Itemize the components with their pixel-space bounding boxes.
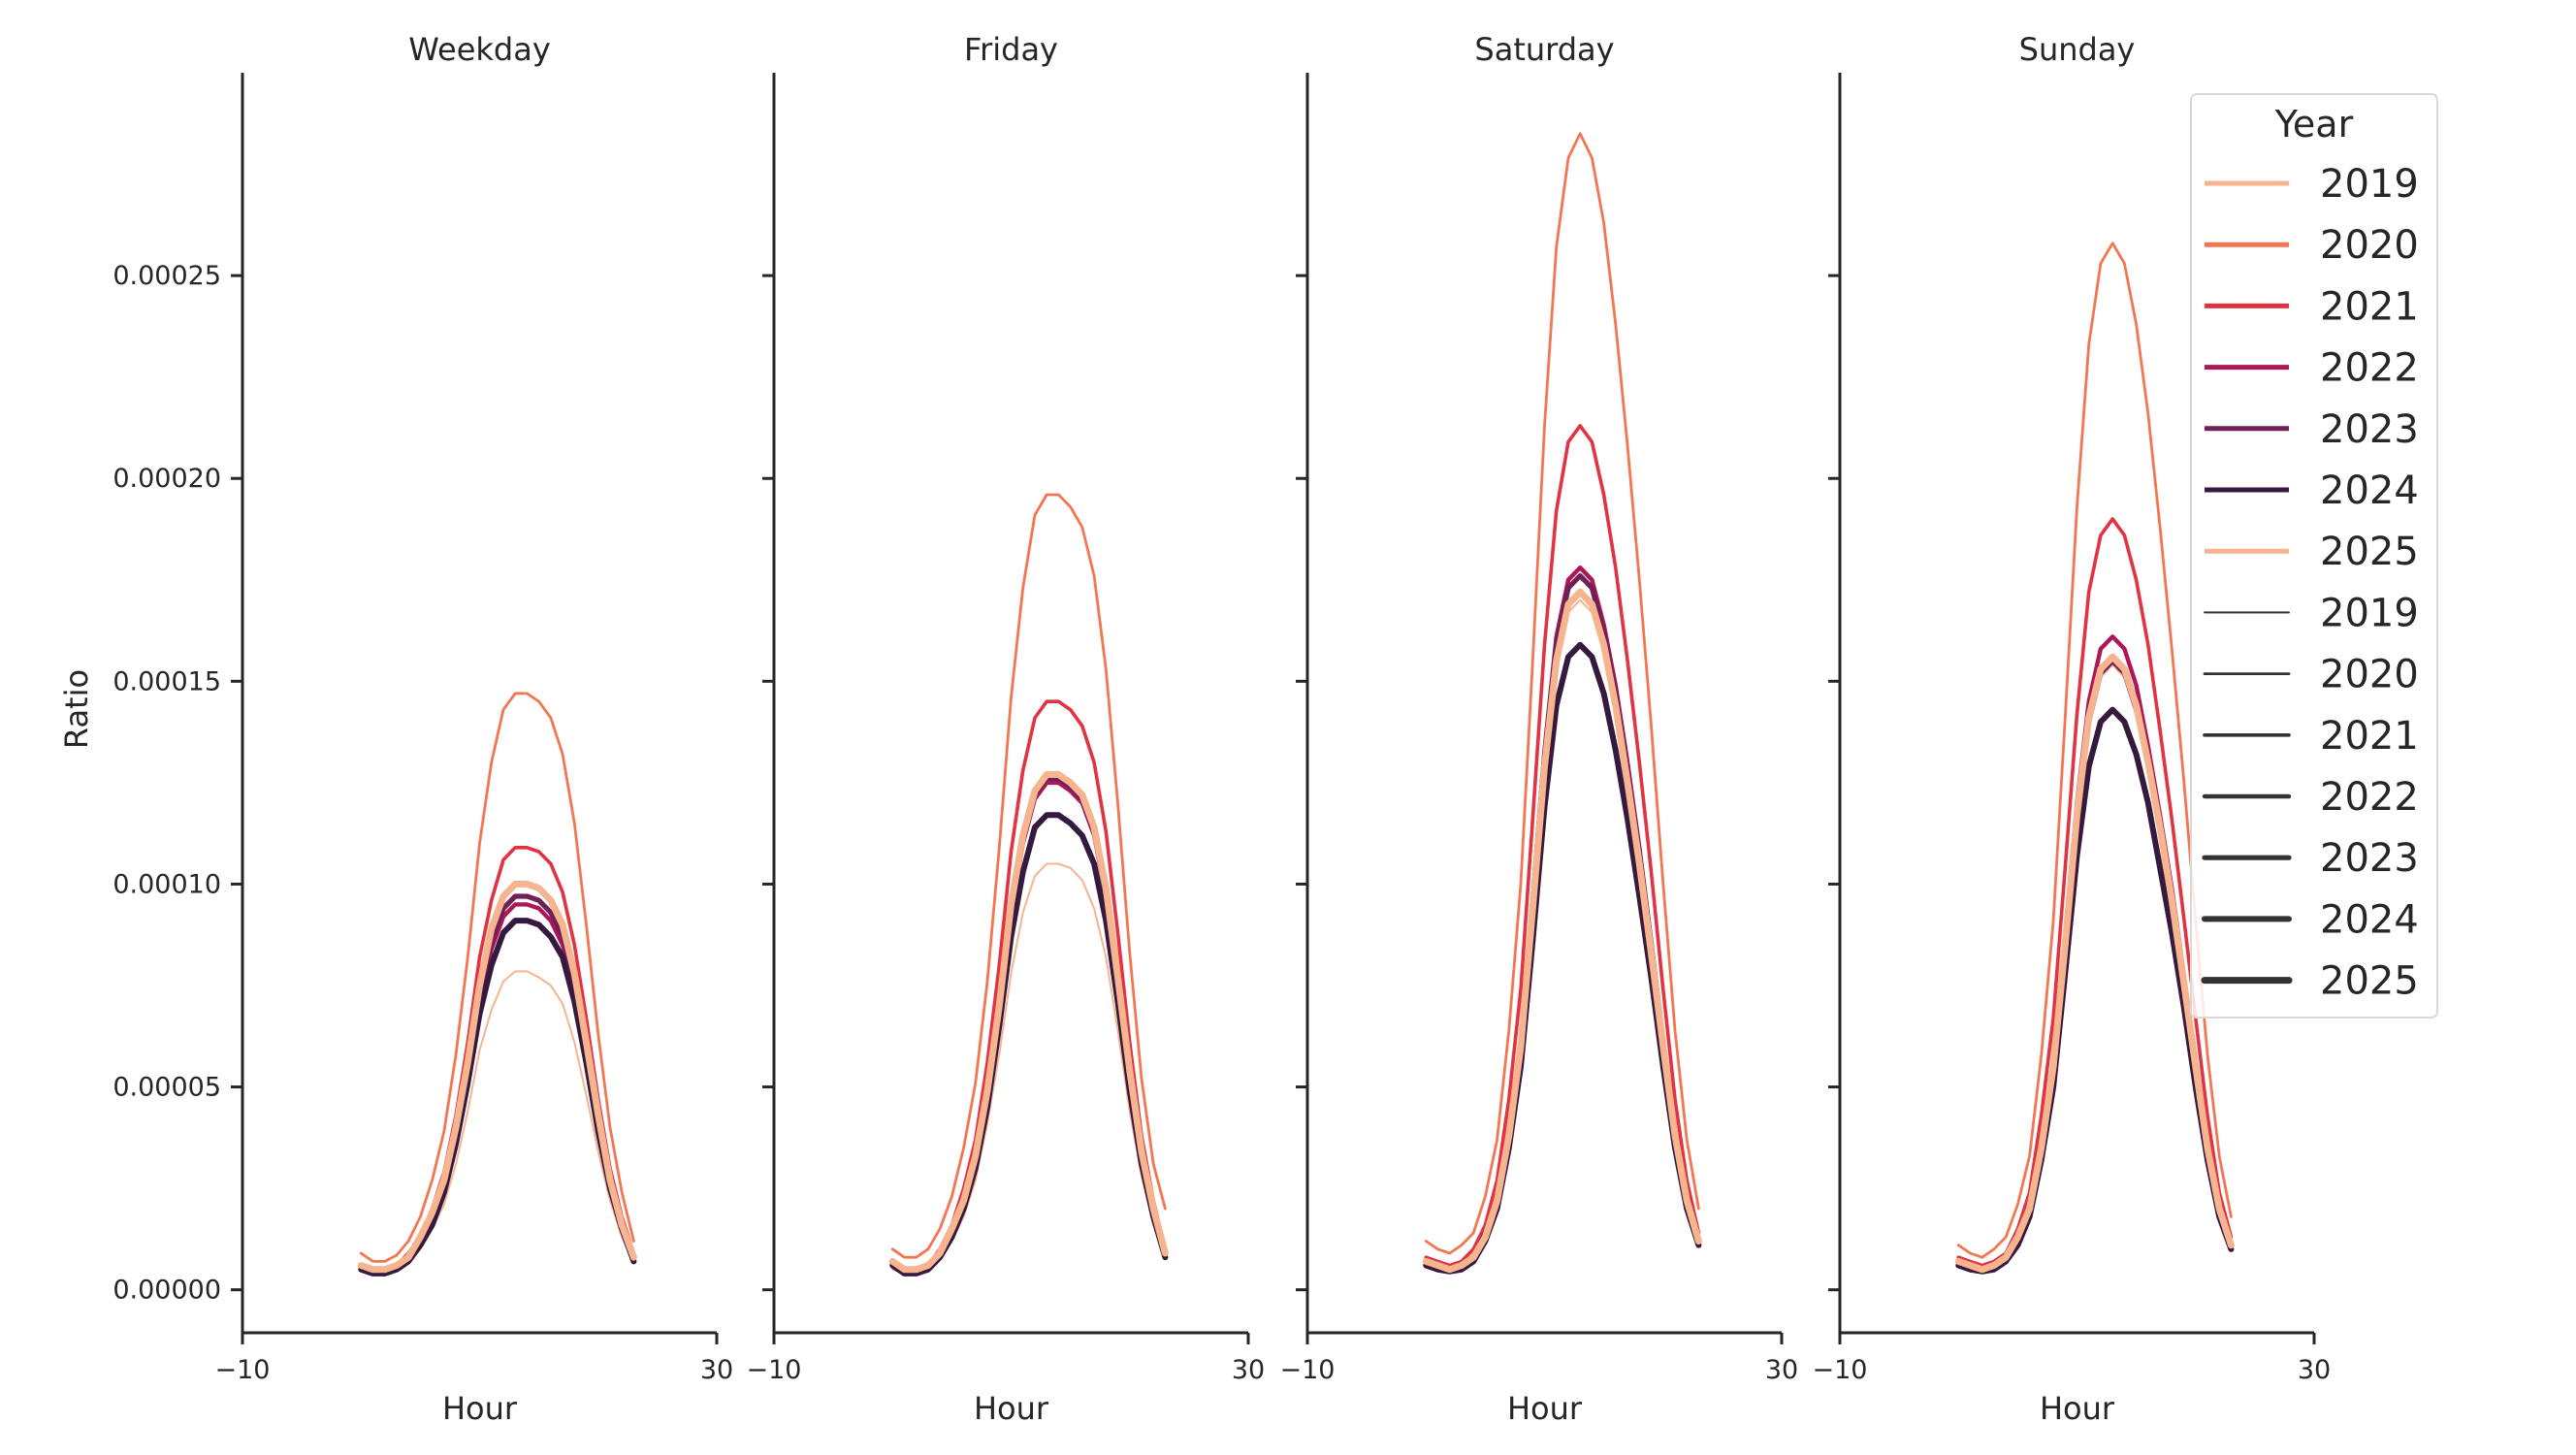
legend-label: 2019 xyxy=(2320,591,2419,635)
panel-friday: Friday −10 30 Hour xyxy=(747,31,1266,1427)
series-line-2024 xyxy=(1423,641,1702,1275)
series-line-2025 xyxy=(888,771,1169,1274)
series-line-2025 xyxy=(357,880,637,1274)
panel-title: Sunday xyxy=(2019,31,2136,68)
legend-label: 2023 xyxy=(2320,407,2419,452)
y-tick-label: 0.00025 xyxy=(113,261,221,291)
panel-weekday: Weekday 0.00000 0.00005 0.00010 0.00015 0.000… xyxy=(58,31,733,1427)
x-axis-label: Hour xyxy=(974,1390,1049,1427)
series-line-2020 xyxy=(1424,132,1700,1255)
legend-label: 2022 xyxy=(2320,775,2419,820)
legend-label: 2024 xyxy=(2320,897,2419,942)
series-line-2025 xyxy=(1422,588,1702,1274)
x-tick-label: 30 xyxy=(700,1355,733,1385)
x-tick-label: −10 xyxy=(747,1355,802,1385)
legend-label: 2024 xyxy=(2320,469,2419,513)
legend-label: 2022 xyxy=(2320,346,2419,391)
x-tick-label: 30 xyxy=(1765,1355,1798,1385)
legend-box xyxy=(2190,93,2438,1018)
legend-label: 2023 xyxy=(2320,836,2419,881)
series-line-2020 xyxy=(890,493,1167,1259)
series-line-2021 xyxy=(890,699,1168,1272)
legend-label: 2019 xyxy=(2320,162,2419,207)
x-tick-label: 30 xyxy=(1232,1355,1265,1385)
legend-label: 2021 xyxy=(2320,714,2419,759)
y-tick-label: 0.00020 xyxy=(113,464,221,494)
x-tick-label: −10 xyxy=(1813,1355,1868,1385)
x-axis-label: Hour xyxy=(1507,1390,1583,1427)
legend-label: 2025 xyxy=(2320,959,2419,1004)
series-line-2019 xyxy=(360,970,635,1275)
legend-label: 2020 xyxy=(2320,653,2419,697)
x-tick-label: −10 xyxy=(1280,1355,1336,1385)
y-tick-label: 0.00005 xyxy=(113,1073,221,1103)
legend-title: Year xyxy=(2274,103,2354,146)
panel-title: Friday xyxy=(964,31,1058,68)
y-tick-label: 0.00000 xyxy=(113,1276,221,1306)
legend-label: 2021 xyxy=(2320,284,2419,329)
series-line-2020 xyxy=(359,692,635,1263)
series-line-2025 xyxy=(1954,653,2235,1274)
y-tick-label: 0.00010 xyxy=(113,869,221,899)
panel-sunday: Sunday −10 30 Hour xyxy=(1813,31,2332,1427)
y-tick-label: 0.00015 xyxy=(113,666,221,696)
x-tick-label: −10 xyxy=(215,1355,271,1385)
y-axis-label: Ratio xyxy=(58,669,95,749)
x-tick-label: 30 xyxy=(2298,1355,2331,1385)
panel-title: Weekday xyxy=(408,31,551,68)
x-axis-label: Hour xyxy=(2040,1390,2115,1427)
legend: Year 2019 2020 2021 2022 2023 2024 2025 2019 2020… xyxy=(2190,93,2438,1018)
panel-saturday: Saturday −10 30 Hour xyxy=(1280,31,1799,1427)
series-line-2021 xyxy=(1424,424,1701,1268)
legend-label: 2020 xyxy=(2320,223,2419,268)
panel-title: Saturday xyxy=(1474,31,1614,68)
legend-label: 2025 xyxy=(2320,530,2419,574)
series-line-2020 xyxy=(1956,242,2233,1259)
x-axis-label: Hour xyxy=(442,1390,518,1427)
